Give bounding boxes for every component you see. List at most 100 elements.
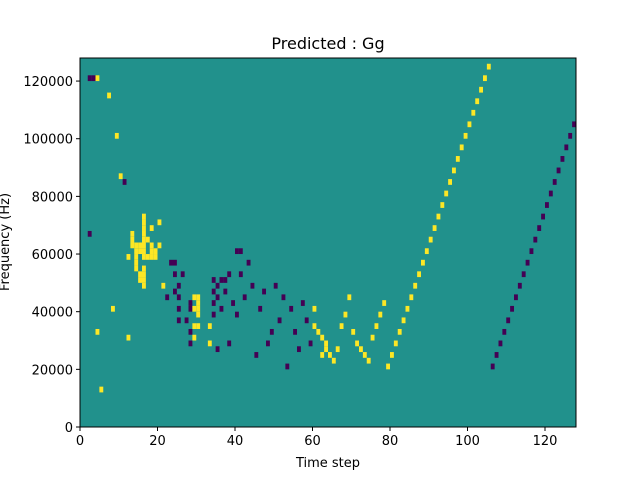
heatmap-cell [471,109,476,116]
heatmap-cell [134,254,139,260]
heatmap-cell [339,323,344,329]
heatmap-cell [134,248,139,255]
heatmap-cell [328,352,332,358]
heatmap-cell [99,386,104,393]
heatmap-cell [91,75,96,82]
heatmap-cell [142,254,146,260]
heatmap-cell [486,63,491,70]
heatmap-cell [382,300,387,306]
heatmap-cell [134,265,139,272]
heatmap-cell [126,254,131,260]
heatmap-cell [176,305,181,312]
heatmap-cell [138,277,143,283]
heatmap-cell [529,248,534,255]
x-tick-label: 80 [382,434,399,449]
heatmap-cell [475,98,480,105]
heatmap-cell [250,282,255,289]
heatmap-cell [479,86,484,93]
heatmap-cell [130,242,135,249]
heatmap-cell [552,179,557,185]
heatmap-cell [227,271,232,278]
heatmap-cell [281,294,286,301]
heatmap-cell [165,294,170,301]
heatmap-cell [289,305,294,312]
heatmap-cell [196,294,201,301]
heatmap-cell [393,340,398,347]
heatmap-cell [273,282,278,289]
heatmap-cell [459,144,464,151]
heatmap-cell [223,288,228,295]
heatmap-cell [176,294,181,301]
heatmap-cell [142,248,146,255]
heatmap-cell [207,340,212,347]
x-tick-label: 0 [76,434,84,449]
heatmap-cell [525,259,530,266]
heatmap-cell [196,311,201,318]
heatmap-cell [211,300,216,306]
heatmap-cell [572,121,577,128]
heatmap-cell [370,334,375,341]
heatmap-cell [215,346,220,353]
y-tick-label: 80000 [32,190,73,205]
heatmap-cell [390,352,394,358]
heatmap-cell [359,346,363,353]
heatmap-cell [211,277,216,283]
heatmap-cell [533,236,538,243]
heatmap-cell [149,242,154,249]
heatmap-cell [517,282,522,289]
heatmap-cell [413,282,418,289]
heatmap-cell [142,225,146,231]
heatmap-cell [142,213,146,220]
heatmap-cell [428,236,433,243]
heatmap-cell [149,248,154,255]
heatmap-cell [196,305,201,312]
heatmap-cell [405,305,410,312]
heatmap-cell [138,242,143,249]
heatmap-cell [231,300,236,306]
chart-title: Predicted : Gg [271,34,384,53]
heatmap-cells [87,63,577,393]
x-tick-label: 20 [149,434,166,449]
heatmap-cell [316,328,321,335]
heatmap-cell [142,236,146,243]
y-axis: 0 20000 40000 60000 80000 100000 120000 [23,75,80,436]
y-tick-label: 20000 [32,363,73,378]
heatmap-cell [320,352,325,358]
heatmap-cell [362,352,367,358]
heatmap-cell [219,277,224,283]
x-tick-label: 100 [455,434,480,449]
heatmap-cell [568,132,573,139]
heatmap-cell [176,317,181,324]
heatmap-cell [238,271,243,278]
heatmap-cell [207,323,212,329]
heatmap-cell [87,75,92,82]
heatmap-cell [173,288,177,295]
heatmap-cell [111,305,115,312]
heatmap-cell [184,317,189,324]
heatmap-cell [173,271,177,278]
heatmap-cell [169,259,174,266]
y-tick-label: 0 [65,421,73,436]
heatmap-cell [142,219,146,226]
heatmap-cell [145,236,150,243]
heatmap-cell [95,75,100,82]
plot-frame [79,57,577,428]
heatmap-cell [285,363,290,370]
heatmap-cell [452,167,456,174]
heatmap-cell [312,323,317,329]
heatmap-cell [134,259,139,266]
heatmap-cell [401,317,406,324]
heatmap-cell [355,340,360,347]
heatmap-cell [444,190,449,197]
heatmap-cell [142,242,146,249]
heatmap-cell [157,242,162,249]
heatmap-cell [297,346,301,353]
heatmap-cell [343,311,348,318]
heatmap-cell [130,230,135,237]
heatmap-cell [521,271,526,278]
heatmap-cell [436,213,441,220]
heatmap-cell [564,144,569,151]
heatmap-cell [173,259,177,266]
heatmap-cell [223,277,228,283]
heatmap-cell [304,317,309,324]
